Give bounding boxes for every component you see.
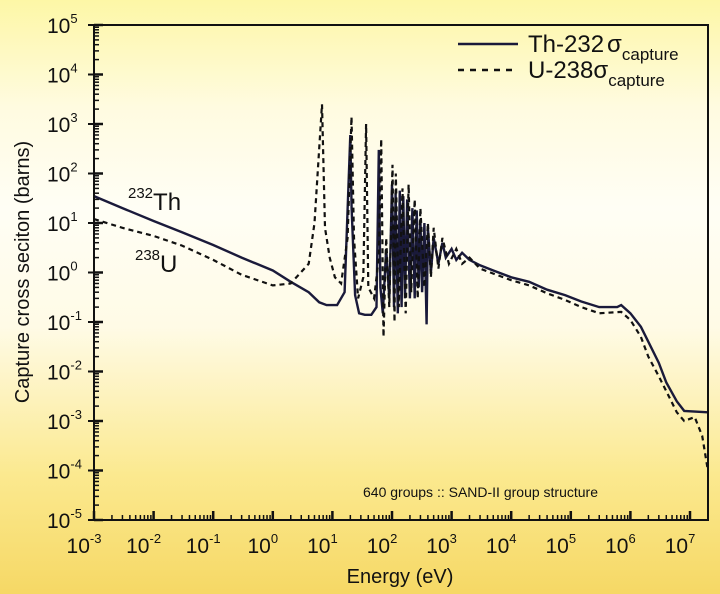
y-tick-label: 10-5: [47, 506, 82, 533]
x-tick-exp: 1: [330, 531, 337, 546]
x-tick-base: 10: [67, 535, 90, 558]
x-tick-base: 10: [546, 535, 569, 558]
x-tick-label: 106: [605, 531, 636, 558]
y-tick-base: 10: [47, 65, 70, 88]
y-tick-label: 10-1: [47, 308, 82, 335]
y-tick-exp: 2: [70, 160, 77, 175]
x-tick-base: 10: [605, 535, 628, 558]
x-tick-exp: 7: [688, 531, 695, 546]
x-tick-base: 10: [186, 535, 209, 558]
y-tick-exp: -1: [70, 308, 82, 323]
x-tick-base: 10: [126, 535, 149, 558]
x-tick-base: 10: [307, 535, 330, 558]
y-tick-exp: 0: [70, 259, 77, 274]
y-tick-exp: -5: [70, 506, 82, 521]
plot-lines: [93, 104, 709, 471]
x-tick-exp: 0: [271, 531, 278, 546]
x-tick-exp: 4: [509, 531, 516, 546]
annotation-group-structure: 640 groups :: SAND-II group structure: [363, 484, 598, 500]
sigma-symbol: σ: [607, 31, 622, 58]
y-tick-base: 10: [47, 15, 70, 38]
annotation-u238-symbol: U: [160, 251, 177, 278]
y-tick-label: 103: [47, 110, 78, 137]
x-axis-title: Energy (eV): [347, 566, 454, 588]
y-tick-base: 10: [47, 114, 70, 137]
x-tick-exp: 5: [569, 531, 576, 546]
x-tick-exp: -1: [209, 531, 221, 546]
legend-sub-u238: capture: [608, 71, 665, 90]
legend-label-th232-name: Th-232: [528, 31, 604, 58]
y-tick-label: 10-3: [47, 407, 82, 434]
y-tick-label: 10-2: [47, 358, 82, 385]
annotation-u238: 238U: [135, 247, 177, 278]
y-tick-exp: 5: [70, 11, 77, 26]
y-tick-exp: -3: [70, 407, 82, 422]
x-tick-label: 10-1: [186, 531, 221, 558]
x-tick-exp: 2: [390, 531, 397, 546]
x-tick-base: 10: [665, 535, 688, 558]
y-tick-label: 101: [47, 209, 78, 236]
x-tick-label: 104: [486, 531, 517, 558]
y-axis-title: Capture cross seciton (barns): [12, 141, 34, 403]
y-tick-base: 10: [47, 164, 70, 187]
x-tick-base: 10: [248, 535, 271, 558]
legend: Th-232 σcapture U-238σcapture: [458, 31, 679, 90]
x-tick-exp: -2: [149, 531, 161, 546]
legend-label-u238: U-238σcapture: [528, 57, 665, 90]
x-tick-label: 103: [426, 531, 457, 558]
y-tick-exp: 3: [70, 110, 77, 125]
legend-label-th232: Th-232 σcapture: [528, 31, 679, 64]
series-line-u238: [93, 104, 709, 471]
y-tick-label: 104: [47, 61, 78, 88]
x-tick-label: 102: [367, 531, 398, 558]
annotation-th232-symbol: Th: [153, 189, 181, 216]
annotation-th232: 232Th: [128, 185, 181, 216]
x-tick-base: 10: [486, 535, 509, 558]
x-tick-label: 101: [307, 531, 338, 558]
y-tick-base: 10: [47, 362, 70, 385]
y-tick-base: 10: [47, 312, 70, 335]
series-line-th232: [93, 134, 708, 414]
y-tick-base: 10: [47, 461, 70, 484]
y-tick-exp: 1: [70, 209, 77, 224]
x-tick-base: 10: [426, 535, 449, 558]
y-tick-exp: 4: [70, 61, 77, 76]
x-tick-exp: 3: [450, 531, 457, 546]
y-tick-label: 102: [47, 160, 78, 187]
annotation-u238-mass: 238: [135, 247, 160, 264]
y-tick-label: 10-4: [47, 457, 82, 484]
y-tick-exp: -4: [70, 457, 82, 472]
y-tick-base: 10: [47, 510, 70, 533]
x-tick-label: 10-2: [126, 531, 161, 558]
y-tick-label: 100: [47, 259, 78, 286]
x-tick-label: 105: [546, 531, 577, 558]
y-tick-base: 10: [47, 411, 70, 434]
annotation-th232-mass: 232: [128, 185, 153, 202]
y-tick-base: 10: [47, 213, 70, 236]
x-axis: 10-3 10-2 10-1 100 101 102 103 104 105 106 107: [67, 511, 696, 558]
x-tick-base: 10: [367, 535, 390, 558]
y-tick-label: 105: [47, 11, 78, 38]
legend-sub-th232: capture: [622, 45, 679, 64]
x-tick-exp: -3: [90, 531, 102, 546]
y-tick-exp: -2: [70, 358, 82, 373]
x-tick-label: 100: [248, 531, 279, 558]
sigma-symbol: σ: [593, 57, 608, 84]
x-tick-exp: 6: [628, 531, 635, 546]
x-tick-label: 107: [665, 531, 696, 558]
y-tick-base: 10: [47, 263, 70, 286]
x-tick-label: 10-3: [67, 531, 102, 558]
legend-label-u238-name: U-238: [528, 57, 593, 84]
